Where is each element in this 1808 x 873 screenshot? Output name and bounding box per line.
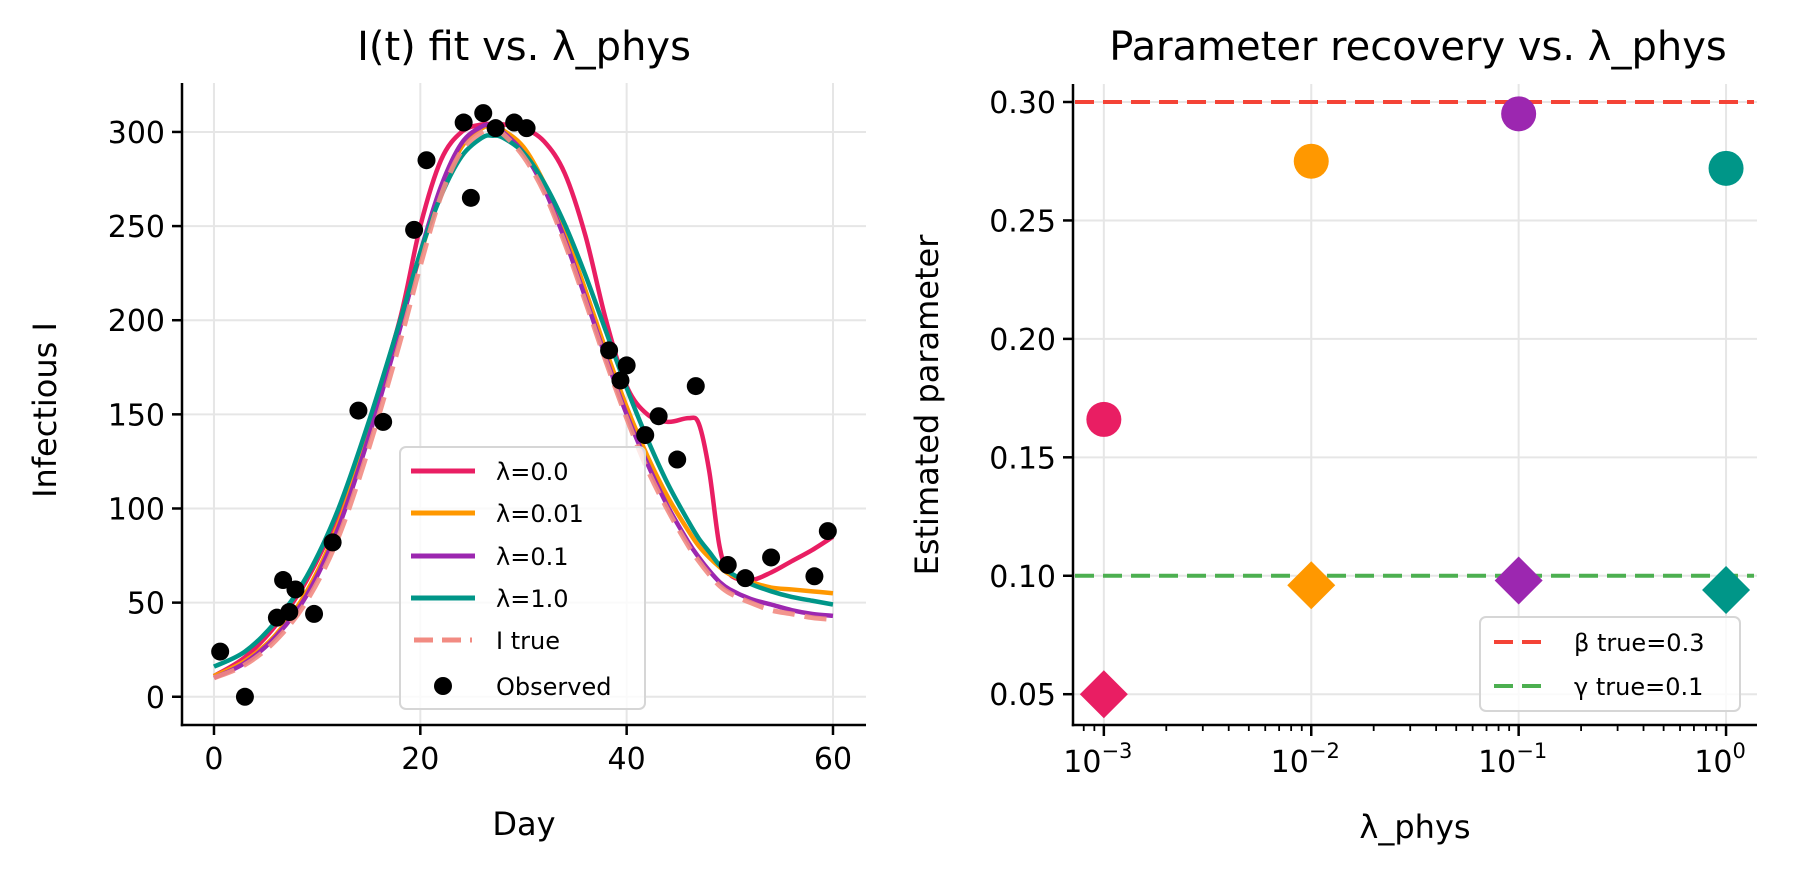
- left-title: I(t) fit vs. λ_phys: [357, 24, 691, 70]
- beta-estimate-marker: [1708, 150, 1744, 186]
- right-title: Parameter recovery vs. λ_phys: [1109, 24, 1726, 70]
- right-x-tick-label: 10−2: [1271, 739, 1340, 780]
- observed-point: [274, 571, 293, 590]
- observed-point: [617, 356, 636, 375]
- observed-point: [405, 220, 424, 239]
- legend-label: λ=0.01: [496, 500, 584, 528]
- observed-point: [517, 119, 536, 138]
- tick-base: 10: [1271, 745, 1309, 780]
- right-y-tick-label: 0.05: [989, 678, 1056, 713]
- observed-point: [636, 426, 655, 445]
- beta-estimate-marker: [1501, 96, 1537, 132]
- legend-swatch-observed: [434, 677, 452, 695]
- observed-point: [280, 603, 299, 622]
- observed-point: [736, 569, 755, 588]
- right-x-axis-label: λ_phys: [1359, 808, 1470, 846]
- right-y-tick-label: 0.20: [989, 323, 1056, 358]
- legend-label: λ=0.0: [496, 458, 568, 486]
- left-panel-infectious-fit: 0 20 40 60 0 50 100 150 200 250 300 I(t) fit vs. λ…: [26, 24, 866, 843]
- right-y-tick-label: 0.30: [989, 86, 1056, 121]
- observed-point: [235, 687, 254, 706]
- legend-label: λ=1.0: [496, 585, 568, 613]
- left-y-tick-label: 0: [146, 681, 165, 716]
- tick-exponent: −3: [1101, 739, 1132, 763]
- left-observed-points: [211, 104, 837, 706]
- legend-label: γ true=0.1: [1574, 673, 1703, 701]
- observed-point: [474, 104, 493, 123]
- observed-point: [211, 642, 230, 661]
- left-y-tick-label: 150: [108, 398, 165, 433]
- gamma-estimate-marker: [1287, 561, 1336, 610]
- right-markers: [1079, 96, 1751, 719]
- left-x-axis-label: Day: [492, 805, 555, 843]
- gamma-estimate-marker: [1494, 556, 1543, 605]
- observed-point: [286, 580, 305, 599]
- left-x-tick-label: 0: [204, 742, 223, 777]
- tick-base: 10: [1478, 745, 1516, 780]
- beta-estimate-marker: [1293, 143, 1329, 179]
- left-y-axis-label: Infectious I: [26, 322, 64, 498]
- tick-exponent: −1: [1516, 739, 1547, 763]
- tick-base: 10: [1694, 745, 1732, 780]
- observed-point: [600, 341, 619, 360]
- left-x-tick-label: 20: [401, 742, 439, 777]
- legend-label: λ=0.1: [496, 543, 568, 571]
- observed-point: [668, 450, 687, 469]
- observed-point: [349, 401, 368, 420]
- right-reference-lines: [1075, 100, 1754, 578]
- left-y-tick-label: 250: [108, 210, 165, 245]
- right-panel-parameter-recovery: 10−3 10−2 10−1 1000.050.100.150.200.250.30 …: [908, 24, 1757, 846]
- observed-point: [486, 119, 505, 138]
- right-y-tick-label: 0.25: [989, 204, 1056, 239]
- right-x-tick-label: 100: [1694, 739, 1746, 780]
- left-legend: λ=0.0 λ=0.01 λ=0.1 λ=1.0 I true Observed: [399, 446, 646, 710]
- right-y-tick-label: 0.15: [989, 441, 1056, 476]
- legend-label: β true=0.3: [1574, 629, 1704, 657]
- left-y-tick-label: 200: [108, 304, 165, 339]
- observed-point: [686, 377, 705, 396]
- observed-point: [818, 522, 837, 541]
- observed-point: [323, 533, 342, 552]
- left-y-tick-label: 300: [108, 116, 165, 151]
- observed-point: [417, 151, 436, 170]
- right-x-tick-label: 10−1: [1478, 739, 1547, 780]
- left-x-tick-label: 40: [608, 742, 646, 777]
- right-x-tick-label: 10−3: [1063, 739, 1132, 780]
- gamma-estimate-marker: [1079, 670, 1128, 719]
- tick-base: 10: [1063, 745, 1101, 780]
- series-line-i-true: [213, 127, 834, 681]
- left-y-tick-label: 50: [127, 587, 165, 622]
- observed-point: [305, 604, 324, 623]
- observed-point: [649, 407, 668, 426]
- observed-point: [454, 113, 473, 132]
- right-y-axis-label: Estimated parameter: [908, 234, 946, 576]
- right-y-tick-label: 0.10: [989, 560, 1056, 595]
- gamma-estimate-marker: [1702, 565, 1751, 614]
- observed-point: [762, 548, 781, 567]
- tick-exponent: 0: [1732, 739, 1745, 763]
- right-legend-box: [1479, 616, 1741, 712]
- right-legend: β true=0.3 γ true=0.1: [1479, 616, 1741, 712]
- left-x-tick-label: 60: [814, 742, 852, 777]
- left-y-tick-label: 100: [108, 492, 165, 527]
- observed-point: [374, 412, 393, 431]
- legend-label: I true: [496, 627, 560, 655]
- left-legend-box: [399, 446, 646, 710]
- observed-point: [611, 371, 630, 390]
- legend-label: Observed: [496, 673, 611, 701]
- observed-point: [461, 188, 480, 207]
- observed-point: [805, 567, 824, 586]
- tick-exponent: −2: [1309, 739, 1340, 763]
- observed-point: [718, 555, 737, 574]
- left-axes: 0 20 40 60 0 50 100 150 200 250 300: [108, 83, 866, 777]
- beta-estimate-marker: [1086, 401, 1122, 437]
